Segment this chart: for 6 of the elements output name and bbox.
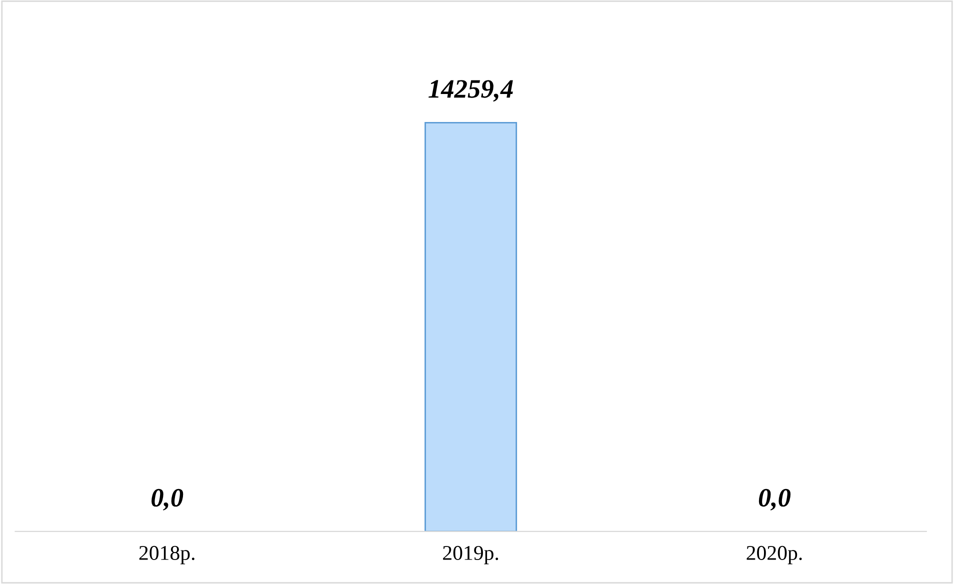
data-label: 0,0 [758, 488, 791, 510]
data-label: 14259,4 [428, 80, 513, 102]
data-label: 0,0 [152, 488, 184, 510]
x-tick-label: 2019р. [443, 546, 498, 564]
x-tick-label: 2020р. [746, 546, 802, 564]
x-tick-label: 2018р. [139, 546, 194, 564]
